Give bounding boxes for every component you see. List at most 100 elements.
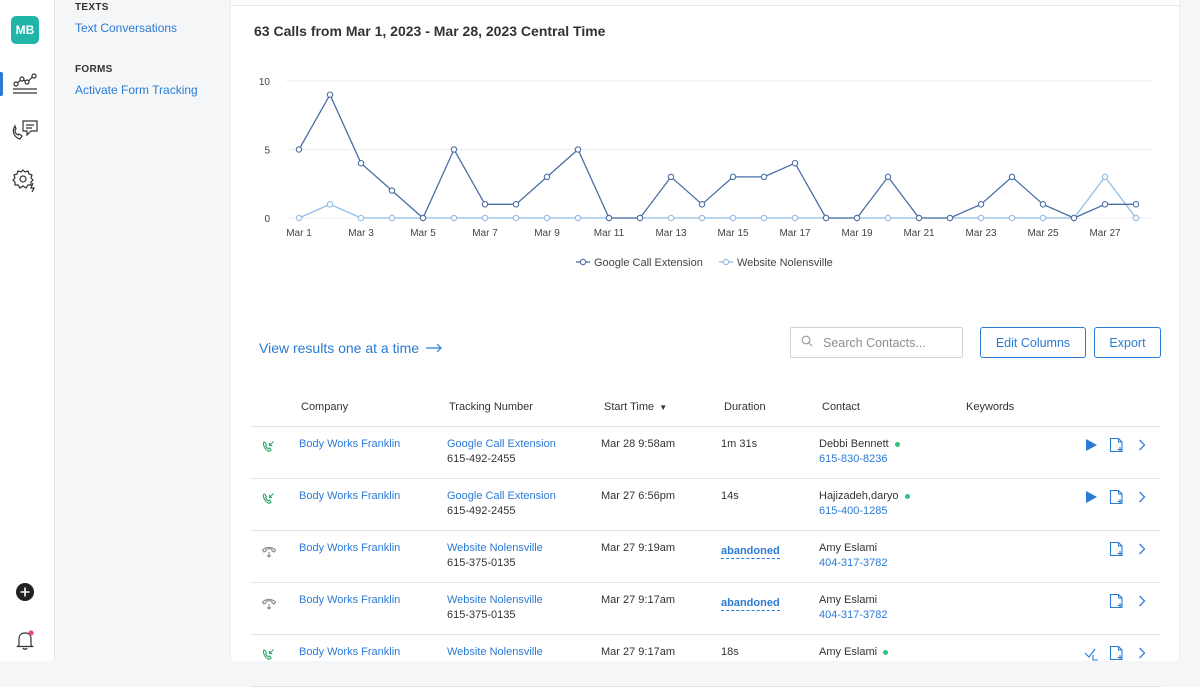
add-note-icon[interactable] (1109, 541, 1124, 560)
checked-note-icon[interactable] (1084, 646, 1099, 664)
table-row[interactable]: Body Works Franklin Website Nolensville Ma… (251, 635, 1161, 687)
data-point (915, 214, 923, 222)
add-note-icon[interactable] (1109, 593, 1124, 612)
contact-name: Hajizadeh,daryo (819, 490, 899, 502)
x-tick-label: Mar 23 (965, 228, 997, 239)
contact-name-cell[interactable]: Debbi Bennett (819, 438, 900, 450)
x-tick-label: Mar 7 (472, 228, 498, 239)
table-row[interactable]: Body Works Franklin Google Call Extension… (251, 427, 1161, 479)
abandoned-status[interactable]: abandoned (721, 545, 780, 559)
data-point (450, 214, 458, 222)
contact-phone-link[interactable]: 615-400-1285 (819, 505, 888, 517)
table-row[interactable]: Body Works Franklin Website Nolensville 61… (251, 531, 1161, 583)
contact-name-cell[interactable]: Amy Eslami (819, 594, 877, 606)
chevron-right-icon[interactable] (1138, 491, 1146, 506)
data-point (481, 201, 489, 208)
search-contacts-field[interactable] (790, 327, 963, 358)
text-conversations-link[interactable]: Text Conversations (75, 21, 178, 35)
tracking-number: 615-492-2455 (447, 505, 516, 517)
data-point (543, 214, 551, 222)
call-answered-icon (261, 440, 275, 457)
activate-form-tracking-link[interactable]: Activate Form Tracking (75, 83, 198, 97)
company-link[interactable]: Body Works Franklin (299, 646, 401, 658)
abandoned-status[interactable]: abandoned (721, 597, 780, 611)
add-note-icon[interactable] (1109, 437, 1124, 456)
contact-name: Amy Eslami (819, 542, 878, 554)
chart-title: 63 Calls from Mar 1, 2023 - Mar 28, 2023… (254, 23, 606, 39)
legend-label: Google Call Extension (594, 257, 703, 269)
chevron-right-icon[interactable] (1138, 595, 1146, 610)
online-status-dot (883, 649, 889, 655)
x-tick-label: Mar 9 (534, 228, 560, 239)
add-note-icon[interactable] (1109, 645, 1124, 664)
tracking-source-link[interactable]: Website Nolensville (447, 594, 543, 606)
company-link[interactable]: Body Works Franklin (299, 594, 401, 606)
online-status-dot (894, 441, 900, 447)
contact-name-cell[interactable]: Hajizadeh,daryo (819, 490, 910, 502)
legend-label: Website Nolensville (737, 257, 833, 269)
main-panel: 63 Calls from Mar 1, 2023 - Mar 28, 2023… (230, 0, 1181, 687)
chevron-right-icon[interactable] (1138, 439, 1146, 454)
data-point (326, 201, 334, 208)
data-point (388, 214, 396, 222)
data-point (512, 214, 520, 222)
tracking-number: 615-375-0135 (447, 609, 516, 621)
notifications-bell-icon[interactable] (9, 624, 41, 656)
table-row[interactable]: Body Works Franklin Google Call Extension… (251, 479, 1161, 531)
call-answered-icon (261, 492, 275, 509)
contact-phone-link[interactable]: 615-830-8236 (819, 453, 888, 465)
column-start-time[interactable]: Start Time ▼ (604, 401, 667, 413)
tracking-source-link[interactable]: Website Nolensville (447, 646, 543, 658)
abandoned-label: abandoned (721, 545, 780, 559)
column-contact[interactable]: Contact (822, 401, 860, 413)
column-duration[interactable]: Duration (724, 401, 766, 413)
y-tick-label: 0 (264, 214, 270, 225)
arrow-right-icon (425, 340, 443, 356)
start-time: Mar 27 9:17am (601, 594, 675, 606)
chevron-right-icon[interactable] (1138, 647, 1146, 662)
data-point (698, 201, 706, 208)
tracking-source-link[interactable]: Google Call Extension (447, 438, 556, 450)
reports-icon[interactable] (9, 68, 41, 100)
table-row[interactable]: Body Works Franklin Website Nolensville 61… (251, 583, 1161, 635)
search-input[interactable] (823, 335, 953, 350)
online-status-dot (904, 493, 910, 499)
column-company[interactable]: Company (301, 401, 349, 413)
data-point (574, 146, 582, 153)
export-button[interactable]: Export (1094, 327, 1161, 358)
data-point (729, 173, 737, 181)
company-link[interactable]: Body Works Franklin (299, 542, 401, 554)
series-line (298, 93, 1136, 220)
company-link[interactable]: Body Works Franklin (299, 438, 401, 450)
contact-phone-link[interactable]: 404-317-3782 (819, 609, 888, 621)
avatar[interactable]: MB (11, 16, 39, 44)
add-icon[interactable] (9, 576, 41, 608)
play-recording-icon[interactable] (1085, 438, 1098, 455)
data-point (636, 214, 644, 222)
chevron-right-icon[interactable] (1138, 543, 1146, 558)
settings-icon[interactable] (9, 164, 41, 196)
data-point (512, 201, 520, 208)
tracking-source-link[interactable]: Google Call Extension (447, 490, 556, 502)
company-link[interactable]: Body Works Franklin (299, 490, 401, 502)
data-point (884, 214, 892, 222)
data-point (760, 214, 768, 222)
start-time: Mar 28 9:58am (601, 438, 675, 450)
view-results-one-at-a-time-link[interactable]: View results one at a time (259, 340, 443, 356)
tracking-source-link[interactable]: Website Nolensville (447, 542, 543, 554)
x-tick-label: Mar 13 (655, 228, 687, 239)
active-indicator (0, 72, 3, 96)
calls-chat-icon[interactable] (9, 114, 41, 146)
data-point (729, 214, 737, 222)
data-point (791, 159, 799, 167)
edit-columns-button[interactable]: Edit Columns (980, 327, 1086, 358)
contact-name-cell[interactable]: Amy Eslami (819, 646, 889, 658)
play-recording-icon[interactable] (1085, 490, 1098, 507)
contact-name-cell[interactable]: Amy Eslami (819, 542, 877, 554)
column-keywords[interactable]: Keywords (966, 401, 1015, 413)
add-note-icon[interactable] (1109, 489, 1124, 508)
legend-marker (579, 258, 587, 266)
column-tracking-number[interactable]: Tracking Number (449, 401, 533, 413)
contact-phone-link[interactable]: 404-317-3782 (819, 557, 888, 569)
data-point (853, 214, 861, 222)
